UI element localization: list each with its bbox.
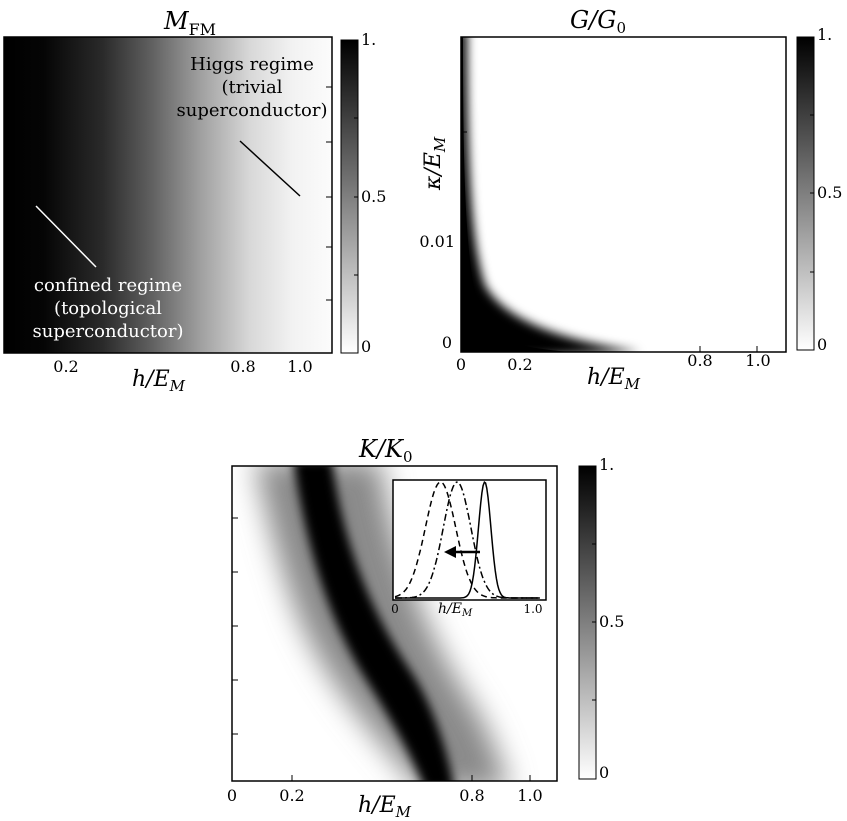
g-cbar-0: 0: [817, 335, 827, 354]
panel-mfm: MFM Higgs regime (trivial superconductor…: [3, 7, 386, 395]
confined-line-2: (topological: [54, 298, 162, 319]
panel-g: G/G0 0 0.2 0.8 1.0 0 0.01 h/EM κ/EM 1. 0…: [419, 6, 842, 393]
panel-k-ticks: [232, 517, 531, 781]
panel-mfm-heatmap: [3, 36, 333, 354]
k-xlabel: h/EM: [358, 793, 412, 821]
higgs-pointer: [239, 140, 301, 197]
panel-g-bg: [461, 37, 786, 352]
k-xtick-3: 1.0: [517, 786, 542, 805]
panel-g-heatmap: [461, 37, 640, 352]
g-cbar-05: 0.5: [817, 183, 842, 202]
confined-annotation: confined regime (topological superconduc…: [32, 275, 183, 342]
panel-g-frame: [460, 36, 787, 353]
k-xtick-2: 0.8: [459, 786, 484, 805]
mfm-cbar-1: 1.: [361, 30, 376, 49]
k-inset-curves: [394, 481, 540, 599]
confined-line-1: confined regime: [34, 275, 182, 296]
g-xlabel: h/EM: [587, 365, 641, 393]
panel-k: K/K0 0 0.2 0.8 1.0 h/EM 0 1.0: [227, 435, 625, 821]
g-xtick-0: 0: [456, 355, 466, 374]
g-colorbar-ticks: [810, 114, 814, 273]
g-ytick-1: 0.01: [419, 232, 455, 251]
panel-mfm-title: MFM: [163, 7, 216, 39]
mfm-cbar-05: 0.5: [361, 187, 386, 206]
mfm-xtick-0: 0.2: [53, 357, 78, 376]
k-colorbar-ticks: [592, 543, 596, 701]
k-cbar-1: 1.: [599, 455, 614, 474]
k-inset-arrow-head: [444, 546, 456, 558]
k-inset: 0 1.0 h/EM: [391, 479, 547, 619]
confined-pointer: [35, 205, 97, 268]
k-cbar-0: 0: [599, 763, 609, 782]
confined-line-3: superconductor): [32, 321, 183, 342]
panel-k-frame: [231, 465, 558, 782]
mfm-xtick-2: 1.0: [287, 357, 312, 376]
k-xtick-0: 0: [227, 786, 237, 805]
panel-g-title: G/G0: [570, 6, 626, 37]
mfm-xtick-1: 0.8: [230, 357, 255, 376]
higgs-line-3: superconductor): [176, 100, 327, 121]
higgs-line-1: Higgs regime: [190, 54, 314, 75]
mfm-colorbar-ticks: [354, 117, 358, 276]
g-xtick-3: 1.0: [745, 351, 770, 370]
g-ytick-0: 0: [442, 333, 452, 352]
k-xtick-1: 0.2: [279, 786, 304, 805]
mfm-cbar-0: 0: [361, 337, 371, 356]
k-inset-frame: [392, 479, 547, 601]
panel-k-heatmap: [256, 466, 507, 781]
higgs-line-2: (trivial: [221, 77, 282, 98]
g-xtick-1: 0.2: [507, 355, 532, 374]
panel-k-title: K/K0: [358, 435, 413, 466]
panel-g-ticks: [461, 131, 758, 352]
g-xtick-2: 0.8: [687, 351, 712, 370]
mfm-xlabel: h/EM: [132, 367, 186, 395]
panel-mfm-right-ticks: [326, 86, 332, 301]
g-ylabel: κ/EM: [421, 136, 449, 191]
higgs-annotation: Higgs regime (trivial superconductor): [176, 54, 327, 121]
k-inset-xtick-1: 1.0: [523, 602, 542, 616]
inset-curve-solid: [395, 481, 540, 599]
g-cbar-1: 1.: [817, 25, 832, 44]
k-inset-xtick-0: 0: [391, 602, 399, 616]
k-cbar-05: 0.5: [599, 612, 624, 631]
